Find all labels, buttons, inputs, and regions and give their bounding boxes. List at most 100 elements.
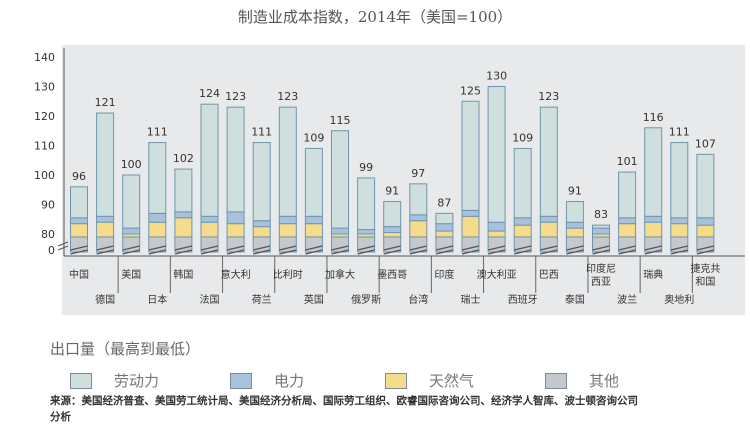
bar-segment (174, 217, 193, 238)
data-label: 97 (411, 167, 425, 180)
bar-segment (200, 215, 219, 223)
bar-segment (592, 227, 610, 235)
y-tick-label: 140 (34, 51, 55, 64)
data-label: 109 (512, 131, 533, 144)
bar-segment (148, 221, 167, 238)
data-label: 102 (173, 152, 194, 165)
bar-break-mark (409, 245, 427, 255)
bar-segment (409, 220, 428, 238)
bar-segment (304, 223, 323, 238)
bar-segment (174, 168, 193, 213)
bar-segment (487, 86, 506, 223)
bar-segment (644, 127, 663, 217)
bar-segment (539, 106, 558, 217)
bar-break-mark (253, 245, 271, 255)
bar-segment (278, 106, 297, 217)
legend-swatch (545, 372, 567, 389)
y-tick-label: 90 (41, 199, 55, 212)
data-label: 99 (359, 161, 373, 174)
x-tick-label: 印度尼 (586, 262, 616, 275)
source-note: 来源：美国经济普查、美国劳工统计局、美国经济分析局、国际劳工组织、欧睿国际咨询公… (50, 395, 638, 423)
data-label: 130 (486, 70, 507, 83)
x-tick-label: 印度 (434, 268, 454, 281)
legend-label: 天然气 (429, 372, 475, 390)
bar-break-mark (174, 245, 193, 255)
bar-break-mark (644, 245, 662, 255)
bar-segment (252, 220, 271, 228)
data-label: 83 (594, 208, 608, 221)
bar-segment (461, 100, 480, 211)
x-tick-label: 瑞士 (461, 293, 481, 306)
x-tick-label: 奥地利 (664, 293, 694, 306)
data-label: 123 (225, 90, 246, 103)
bar-break-mark (540, 245, 558, 255)
legend-swatch (70, 372, 92, 389)
bar-segment (592, 224, 610, 229)
x-tick-label: 比利时 (273, 269, 303, 281)
bar-segment (513, 224, 532, 238)
bar-segment (122, 227, 141, 235)
bar-break-mark (670, 245, 688, 255)
bar-segment (644, 215, 663, 223)
x-axis-label: 出口量（最高到最低） (50, 340, 201, 358)
bar-break-mark (148, 245, 166, 255)
bar-segment (226, 223, 245, 238)
axis-break-icon (57, 241, 69, 251)
bar-segment (383, 226, 402, 234)
data-label: 87 (437, 196, 451, 209)
bar-segment (565, 227, 584, 238)
bar-break-mark (514, 245, 532, 255)
bar-segment (122, 174, 141, 229)
bar-break-mark (96, 245, 114, 255)
bar-break-mark (200, 245, 219, 255)
legend-label: 劳动力 (114, 372, 160, 390)
legend-item: 劳动力 (70, 370, 159, 391)
bar-break-mark (122, 245, 140, 255)
bar-segment (304, 147, 323, 217)
x-tick-label: 和国 (695, 276, 715, 288)
bar-segment (435, 223, 454, 232)
bar-segment (357, 229, 376, 235)
bar-segment (696, 153, 715, 219)
bar-segment (200, 221, 219, 238)
bar-segment (513, 147, 532, 219)
bar-segment (226, 211, 245, 225)
data-label: 91 (385, 185, 399, 198)
chart-plot: 0 80 90 100 110 120 130 140 96 中国 121 德国 100 美国 111 日本 1… (34, 45, 745, 315)
data-label: 116 (643, 111, 664, 124)
bar-segment (670, 223, 689, 238)
data-label: 111 (147, 126, 168, 139)
data-label: 111 (669, 126, 690, 139)
bar-segment (70, 186, 88, 219)
legend-label: 其他 (589, 372, 620, 390)
data-label: 121 (95, 96, 116, 109)
data-label: 125 (460, 84, 481, 97)
bar-segment (696, 224, 715, 238)
bar-break-mark (487, 245, 506, 255)
bar-segment (96, 221, 115, 238)
data-label: 124 (199, 87, 220, 100)
bar-segment (148, 142, 167, 214)
bar-break-mark (461, 245, 480, 255)
bar-segment (435, 212, 454, 225)
bar-segment (252, 226, 271, 238)
chart-title: 制造业成本指数，2014年（美国=100） (237, 8, 513, 26)
bar-segment (409, 183, 428, 216)
legend-swatch (230, 372, 252, 389)
bar-segment (565, 221, 584, 229)
bar-segment (70, 217, 88, 225)
y-tick-label: 0 (48, 244, 55, 257)
bar-break-mark (566, 245, 584, 255)
bar-segment (304, 215, 323, 225)
bar-segment (96, 215, 115, 223)
x-tick-label: 西亚 (591, 277, 611, 288)
bar-segment (278, 223, 297, 238)
bar-segment (670, 142, 689, 219)
bar-break-mark (357, 245, 375, 255)
legend-item: 其他 (545, 370, 619, 391)
legend-label: 电力 (274, 372, 305, 390)
data-label: 91 (568, 185, 582, 198)
bar-segment (487, 221, 506, 232)
bar-segment (96, 112, 115, 217)
bar-segment (252, 142, 271, 222)
